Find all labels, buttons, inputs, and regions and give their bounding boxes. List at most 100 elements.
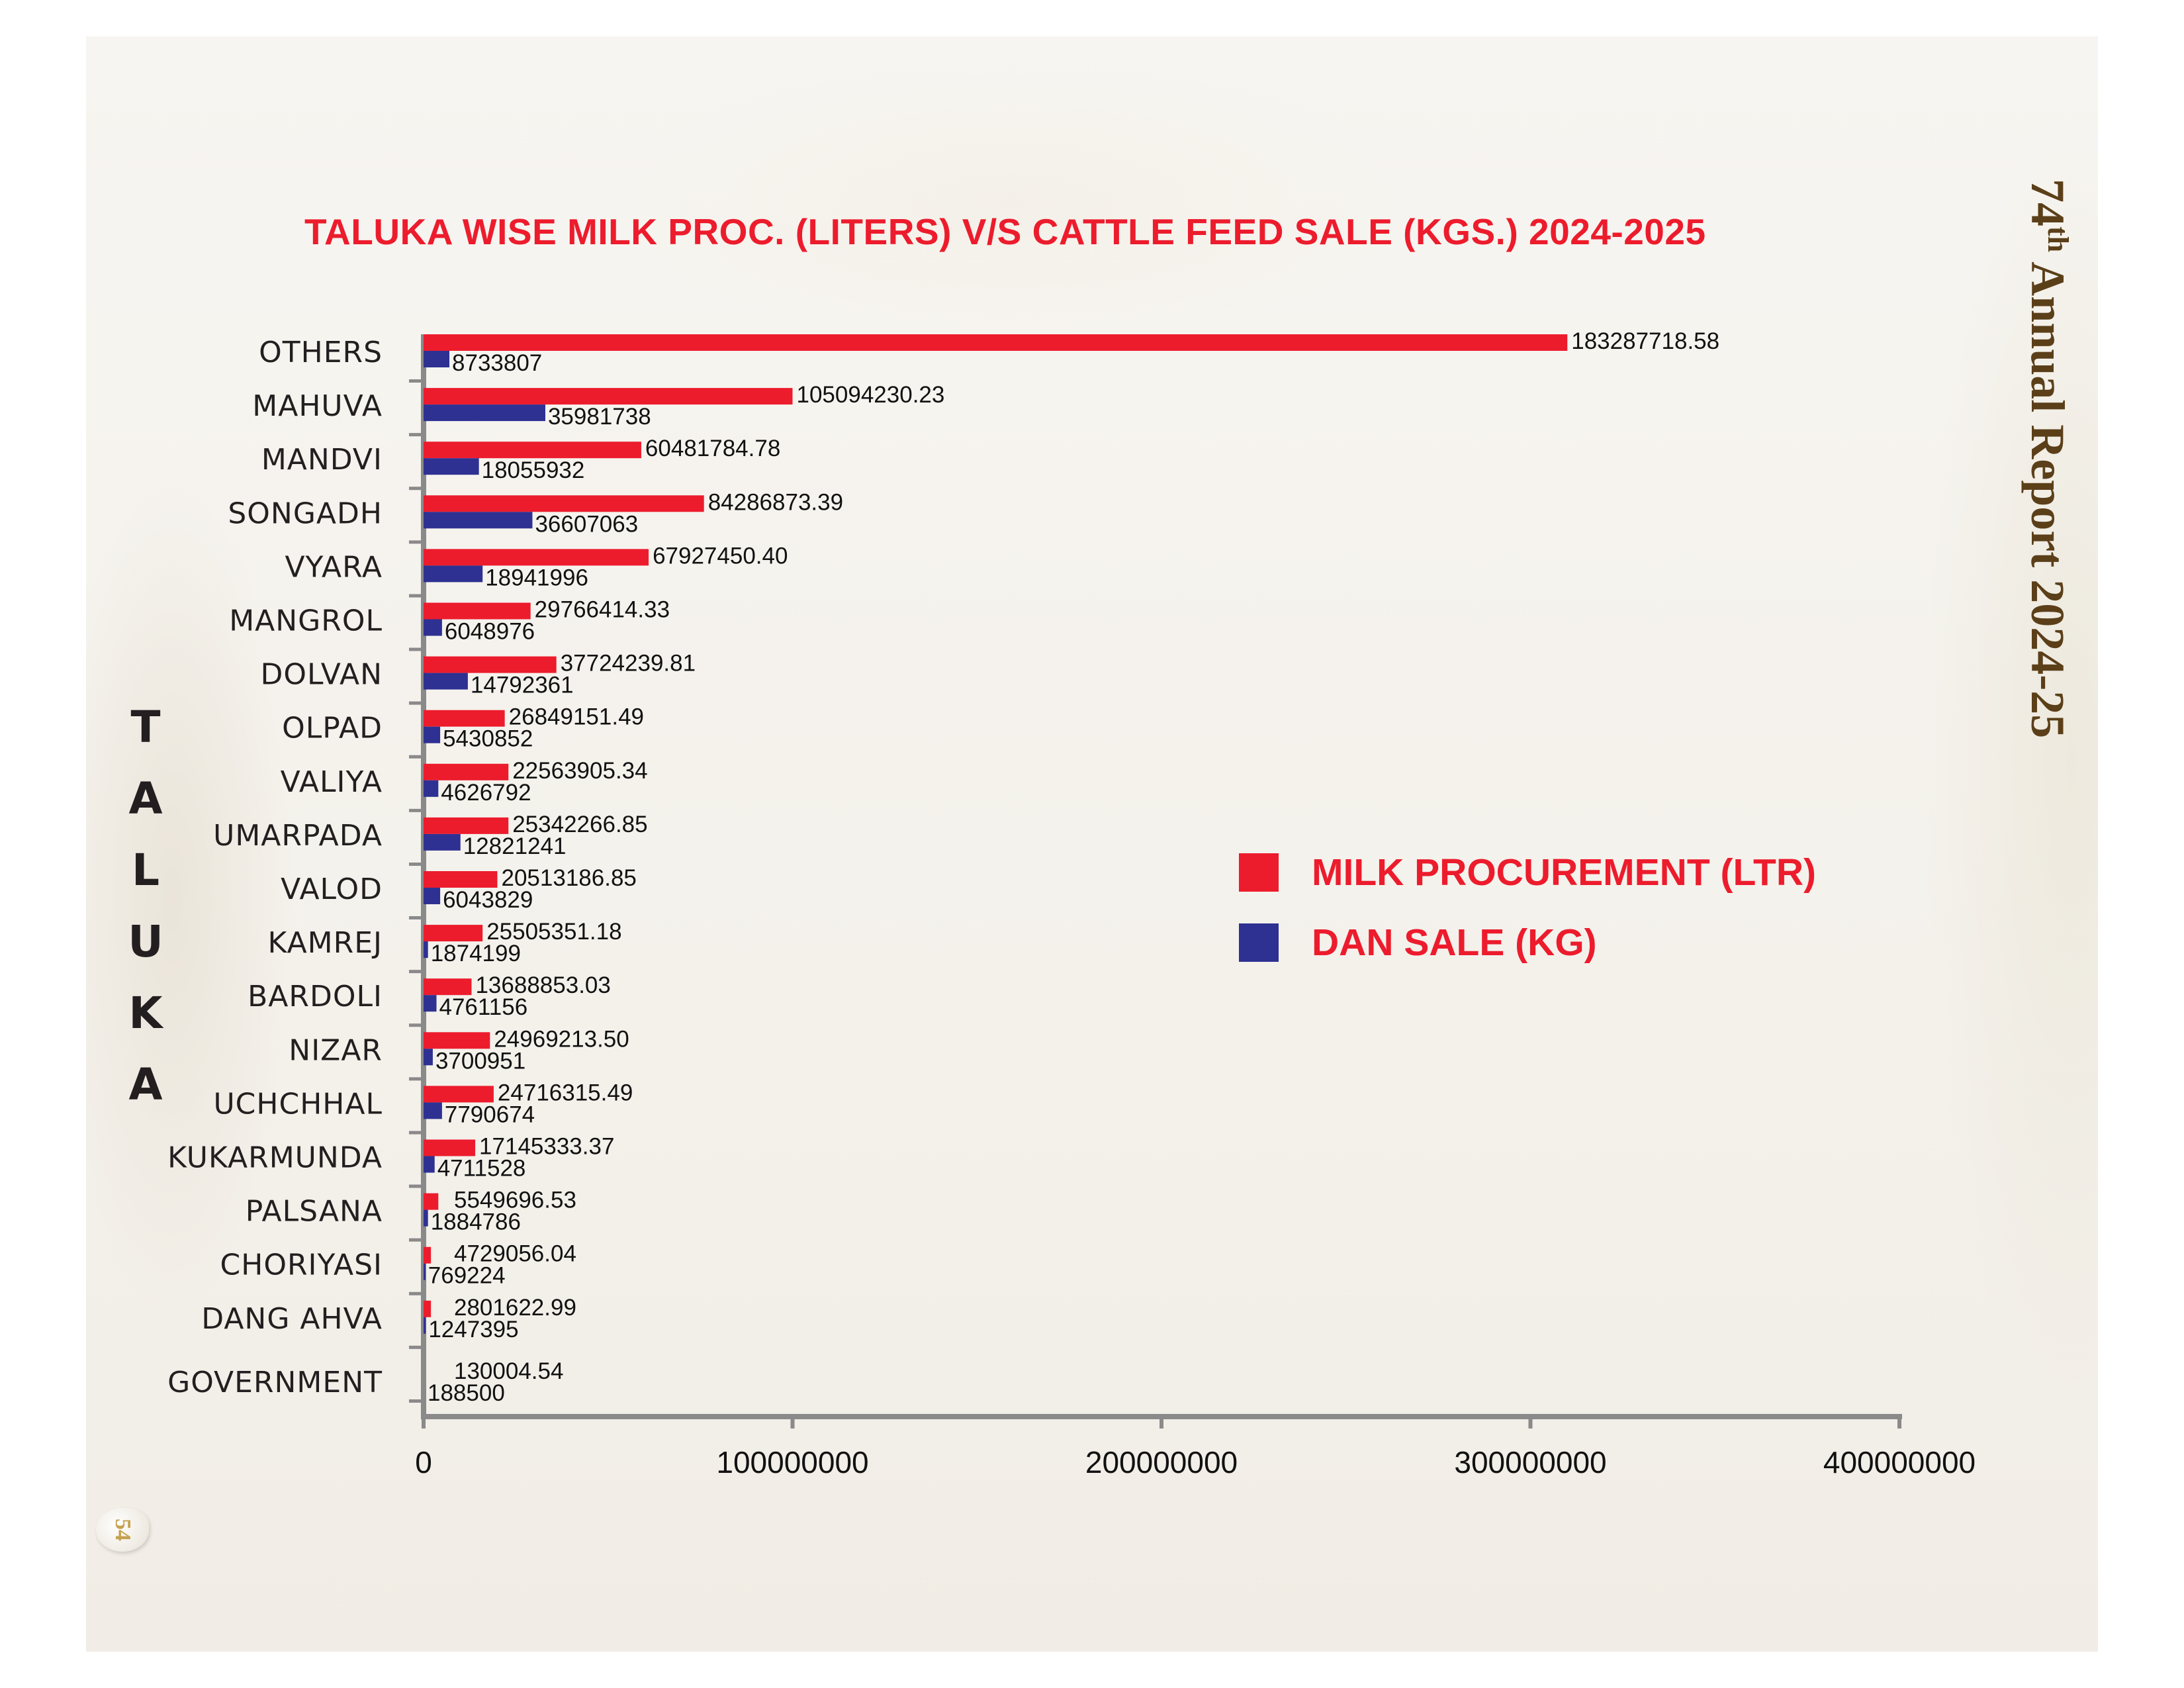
y-axis-label-letter-5: K bbox=[128, 988, 163, 1039]
category-label-15: UCHCHHAL bbox=[213, 1087, 383, 1121]
y-axis-label-letter-4: U bbox=[128, 916, 163, 967]
milk-value-label-2: 105094230.23 bbox=[797, 382, 945, 408]
milk-bar-18 bbox=[424, 1246, 432, 1264]
milk-bar-17 bbox=[424, 1193, 439, 1210]
milk-bar-15 bbox=[424, 1086, 494, 1103]
legend-item-milk: MILK PROCUREMENT (LTR) bbox=[1239, 851, 1816, 894]
dan-bar-4 bbox=[424, 512, 533, 529]
milk-value-label-14: 24969213.50 bbox=[494, 1026, 629, 1052]
milk-bar-1 bbox=[424, 334, 1568, 351]
milk-value-label-7: 37724239.81 bbox=[561, 651, 696, 677]
category-label-12: KAMREJ bbox=[268, 926, 383, 960]
x-tick-label-4: 400000000 bbox=[1823, 1445, 1976, 1479]
dan-value-label-10: 12821241 bbox=[463, 833, 567, 859]
legend-label-dan: DAN SALE (KG) bbox=[1312, 921, 1597, 964]
dan-bar-15 bbox=[424, 1102, 442, 1119]
dan-value-label-2: 35981738 bbox=[548, 404, 651, 430]
dan-bar-9 bbox=[424, 780, 439, 797]
chart-legend: MILK PROCUREMENT (LTR) DAN SALE (KG) bbox=[1239, 851, 1816, 991]
dan-bar-12 bbox=[424, 941, 428, 959]
category-label-10: UMARPADA bbox=[213, 819, 383, 853]
dan-value-label-3: 18055932 bbox=[482, 457, 585, 483]
dan-bar-10 bbox=[424, 833, 461, 851]
milk-value-label-10: 25342266.85 bbox=[512, 812, 647, 837]
dan-bar-8 bbox=[424, 726, 441, 743]
milk-bar-8 bbox=[424, 710, 505, 727]
milk-bar-6 bbox=[424, 602, 531, 620]
y-axis-label-letter-1: T bbox=[130, 702, 161, 753]
milk-bar-13 bbox=[424, 978, 472, 996]
milk-bar-11 bbox=[424, 871, 498, 888]
dan-value-label-9: 4626792 bbox=[441, 780, 531, 806]
dan-value-label-13: 4761156 bbox=[439, 994, 528, 1020]
dan-value-label-16: 4711528 bbox=[437, 1156, 526, 1182]
milk-value-label-1: 183287718.58 bbox=[1571, 328, 1719, 354]
dan-value-label-18: 769224 bbox=[428, 1263, 506, 1289]
milk-bar-2 bbox=[424, 388, 793, 405]
milk-bar-4 bbox=[424, 495, 704, 512]
milk-bar-12 bbox=[424, 925, 483, 942]
dan-value-label-5: 18941996 bbox=[485, 565, 588, 590]
category-label-7: DOLVAN bbox=[261, 658, 383, 692]
x-tick-label-2: 200000000 bbox=[1085, 1445, 1238, 1479]
y-axis-label-letter-2: A bbox=[128, 773, 163, 824]
milk-bar-7 bbox=[424, 656, 557, 673]
category-label-11: VALOD bbox=[281, 872, 383, 906]
dan-bar-18 bbox=[424, 1263, 426, 1280]
legend-swatch-milk bbox=[1239, 853, 1279, 892]
dan-value-label-11: 6043829 bbox=[443, 887, 533, 913]
page-number: 54 bbox=[111, 1519, 135, 1541]
y-axis-label-letter-6: A bbox=[128, 1059, 163, 1110]
milk-value-label-18: 4729056.04 bbox=[454, 1241, 576, 1267]
milk-value-label-20: 130004.54 bbox=[454, 1358, 563, 1384]
side-title-suffix: th bbox=[2042, 226, 2074, 253]
milk-bar-14 bbox=[424, 1032, 490, 1049]
dan-value-label-19: 1247395 bbox=[428, 1317, 518, 1342]
dan-value-label-12: 1874199 bbox=[431, 941, 521, 966]
dan-value-label-1: 8733807 bbox=[452, 350, 542, 376]
category-label-20: GOVERNMENT bbox=[167, 1366, 383, 1399]
milk-bar-3 bbox=[424, 442, 641, 459]
milk-value-label-11: 20513186.85 bbox=[502, 865, 637, 891]
dan-bar-11 bbox=[424, 888, 441, 904]
milk-bar-19 bbox=[424, 1300, 432, 1317]
category-label-13: BARDOLI bbox=[248, 980, 383, 1013]
side-title-number: 74 bbox=[2021, 179, 2074, 226]
milk-bar-5 bbox=[424, 549, 649, 566]
dan-value-label-4: 36607063 bbox=[535, 511, 638, 537]
milk-bar-9 bbox=[424, 763, 509, 780]
milk-bar-16 bbox=[424, 1139, 476, 1156]
side-title-text: Annual Report 2024-25 bbox=[2021, 261, 2074, 739]
legend-swatch-dan bbox=[1239, 923, 1279, 962]
milk-value-label-9: 22563905.34 bbox=[512, 758, 647, 784]
milk-value-label-15: 24716315.49 bbox=[498, 1080, 633, 1105]
page-number-badge: 54 bbox=[96, 1508, 149, 1552]
milk-value-label-3: 60481784.78 bbox=[645, 436, 780, 461]
legend-label-milk: MILK PROCUREMENT (LTR) bbox=[1312, 851, 1817, 894]
annual-report-side-title: 74th Annual Report 2024-25 bbox=[2020, 179, 2075, 738]
dan-value-label-14: 3700951 bbox=[435, 1048, 525, 1074]
dan-bar-5 bbox=[424, 565, 483, 583]
category-label-8: OLPAD bbox=[282, 712, 383, 745]
category-label-18: CHORIYASI bbox=[220, 1248, 383, 1282]
dan-value-label-15: 7790674 bbox=[445, 1102, 535, 1127]
dan-value-label-20: 188500 bbox=[428, 1380, 505, 1406]
category-label-5: VYARA bbox=[285, 550, 383, 584]
dan-bar-3 bbox=[424, 458, 479, 475]
milk-value-label-13: 13688853.03 bbox=[475, 972, 610, 998]
milk-value-label-6: 29766414.33 bbox=[535, 597, 670, 623]
milk-value-label-8: 26849151.49 bbox=[509, 704, 644, 730]
category-label-9: VALIYA bbox=[281, 765, 383, 799]
category-label-4: SONGADH bbox=[228, 496, 383, 530]
y-axis-label-letter-3: L bbox=[131, 845, 160, 896]
x-tick-label-3: 300000000 bbox=[1454, 1445, 1606, 1479]
category-label-14: NIZAR bbox=[289, 1033, 383, 1067]
category-label-17: PALSANA bbox=[246, 1195, 383, 1229]
milk-value-label-19: 2801622.99 bbox=[454, 1295, 576, 1321]
milk-bar-10 bbox=[424, 817, 509, 834]
legend-item-dan: DAN SALE (KG) bbox=[1239, 921, 1816, 964]
dan-bar-16 bbox=[424, 1156, 435, 1173]
dan-bar-6 bbox=[424, 619, 442, 636]
